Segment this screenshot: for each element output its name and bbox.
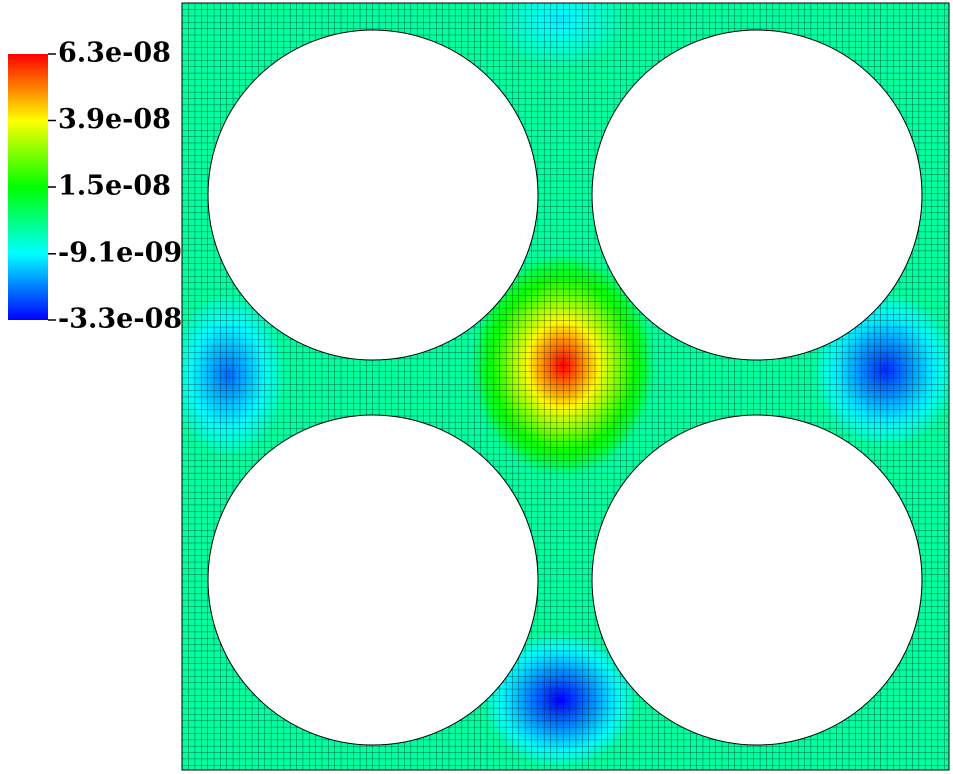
colorbar-tick-label: 3.9e-08 <box>58 104 171 135</box>
colorbar-tick-label: -3.3e-08 <box>58 304 182 335</box>
holes <box>207 29 923 746</box>
colorbar-tick-label: 6.3e-08 <box>58 38 171 69</box>
colorbar-tick-label: -9.1e-09 <box>58 237 182 268</box>
domain-border <box>181 2 950 771</box>
colorbar-tick-label: 1.5e-08 <box>58 171 171 202</box>
colorbar <box>8 54 48 320</box>
